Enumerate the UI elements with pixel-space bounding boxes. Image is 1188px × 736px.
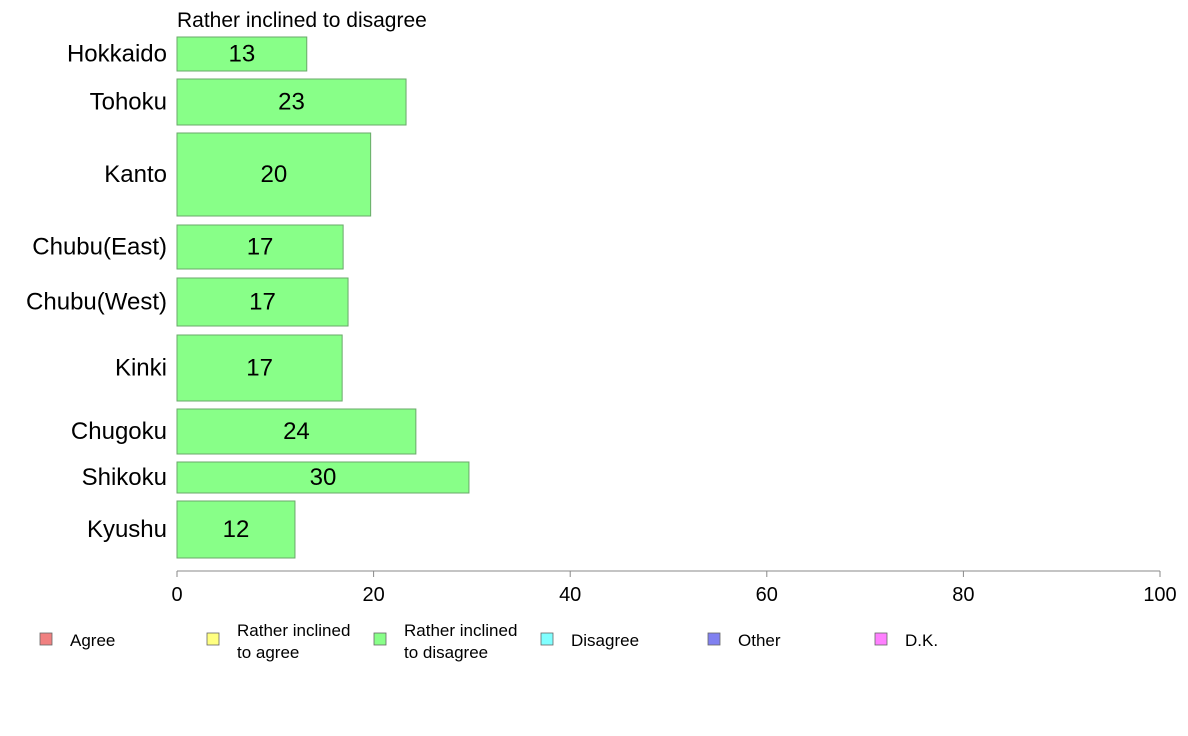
bar-hokkaido [176,36,308,72]
bar-value-label: 30 [310,464,337,491]
legend-label: Other [738,631,781,650]
category-label: Chugoku [71,418,167,445]
category-label: Tohoku [90,89,167,116]
bar-value-label: 20 [260,161,287,188]
bar-chubu-east- [176,224,344,270]
chart-title: Rather inclined to disagree [177,9,427,32]
bar-value-label: 24 [283,418,310,445]
legend-label: Rather inclined [404,621,517,640]
x-tick-label: 60 [756,584,778,606]
bar-value-label: 23 [278,89,305,116]
category-label: Kanto [104,161,167,188]
category-label: Chubu(West) [26,289,167,316]
legend-swatch [540,632,554,646]
legend-swatch [373,632,387,646]
legend-swatch [874,632,888,646]
bar-value-label: 17 [247,234,274,261]
x-tick-label: 100 [1143,584,1176,606]
legend-label: Agree [70,631,115,650]
bar-chubu-west- [176,277,349,327]
legend-swatch [39,632,53,646]
bar-kinki [176,334,343,402]
bar-value-label: 12 [223,516,250,543]
x-tick-label: 80 [952,584,974,606]
x-tick-label: 20 [362,584,384,606]
bar-shikoku [176,461,470,494]
bar-value-label: 13 [229,41,256,68]
x-tick-label: 0 [171,584,182,606]
category-label: Shikoku [82,464,167,491]
legend-label: Disagree [571,631,639,650]
category-label: Hokkaido [67,41,167,68]
bar-kanto [176,132,372,217]
legend-label: D.K. [905,631,938,650]
category-label: Chubu(East) [32,234,167,261]
bar-value-label: 17 [249,289,276,316]
category-label: Kinki [115,355,167,382]
legend-swatch [206,632,220,646]
x-axis: 0 20 40 60 80 100 [171,570,1177,606]
category-label: Kyushu [87,516,167,543]
legend-label: to disagree [404,643,488,662]
bar-value-label: 17 [246,355,273,382]
legend-label: Rather inclined [237,621,350,640]
bars-group: Hokkaido 13 Tohoku 23 Kanto 20 Chubu(East) 17 Ch… [26,36,470,559]
bar-chugoku [176,408,417,455]
legend-label: to agree [237,643,299,662]
x-tick-label: 40 [559,584,581,606]
legend-swatch [707,632,721,646]
bar-kyushu [176,500,296,559]
legend: Agree Rather inclined to agree Rather incli… [39,621,938,662]
bar-tohoku [176,78,407,126]
